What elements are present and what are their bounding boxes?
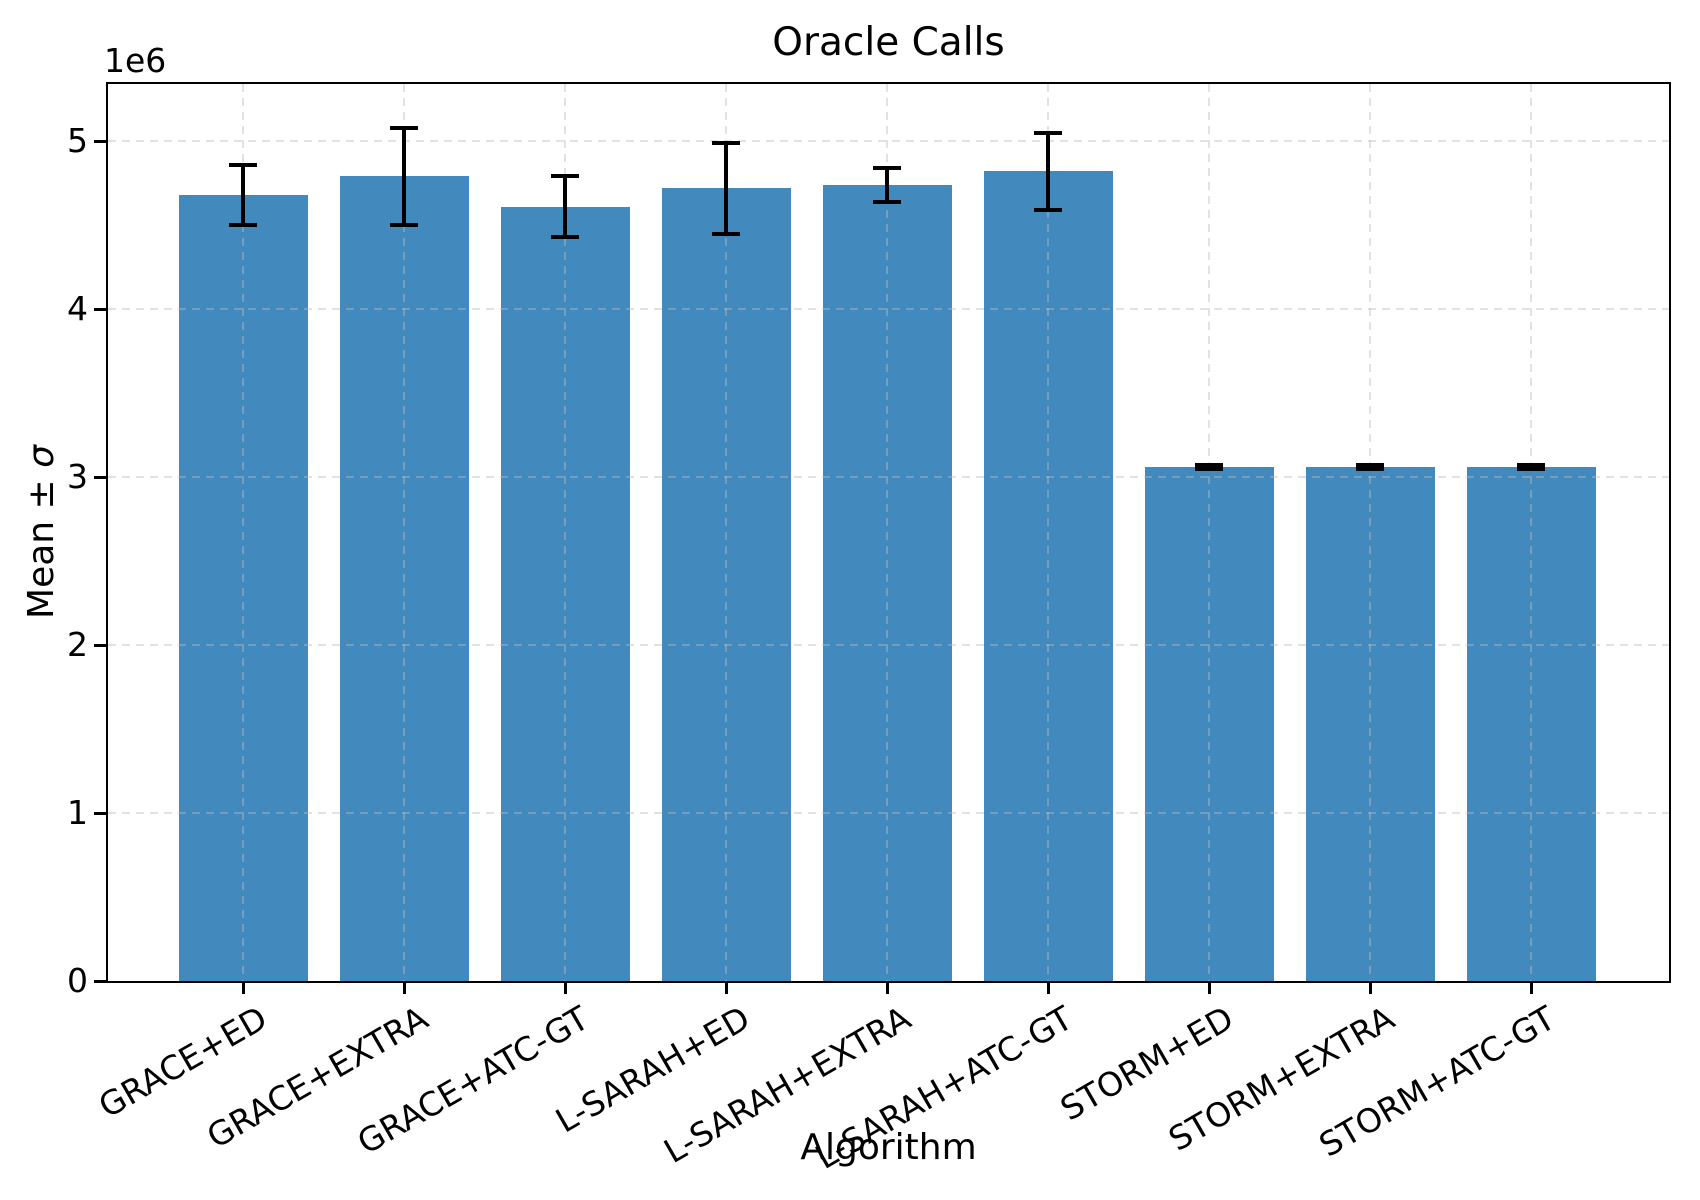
error-bar-cap-top-GRACE+ATC-GT xyxy=(551,174,579,178)
gridline-horizontal-2 xyxy=(108,644,1669,646)
error-bar-cap-top-STORM+EXTRA xyxy=(1356,463,1384,467)
gridline-vertical-7 xyxy=(1369,84,1371,981)
x-tick-mark-GRACE+ATC-GT xyxy=(564,983,567,994)
bar-L-SARAH+ED xyxy=(662,188,791,981)
x-tick-mark-GRACE+ED xyxy=(242,983,245,994)
gridline-vertical-6 xyxy=(1208,84,1210,981)
error-bar-cap-bottom-L-SARAH+ED xyxy=(712,232,740,236)
y-tick-mark-5 xyxy=(94,140,106,143)
error-bar-cap-top-STORM+ED xyxy=(1195,463,1223,467)
error-bar-cap-bottom-STORM+EXTRA xyxy=(1356,467,1384,471)
y-tick-mark-1 xyxy=(94,812,106,815)
bar-STORM+EXTRA xyxy=(1306,467,1435,981)
error-bar-cap-top-L-SARAH+ED xyxy=(712,141,740,145)
y-tick-label-4: 4 xyxy=(67,289,88,328)
error-bar-cap-top-STORM+ATC-GT xyxy=(1517,463,1545,467)
x-axis-label: Algorithm xyxy=(800,1127,977,1168)
error-bar-line-GRACE+EXTRA xyxy=(402,128,406,225)
error-bar-cap-bottom-GRACE+EXTRA xyxy=(390,223,418,227)
error-bar-cap-bottom-STORM+ATC-GT xyxy=(1517,467,1545,471)
gridline-vertical-2 xyxy=(564,84,566,981)
y-axis-offset-label: 1e6 xyxy=(104,41,167,80)
x-tick-mark-STORM+EXTRA xyxy=(1369,983,1372,994)
y-tick-label-3: 3 xyxy=(67,457,88,496)
gridline-horizontal-4 xyxy=(108,308,1669,310)
error-bar-cap-bottom-L-SARAH+EXTRA xyxy=(873,200,901,204)
error-bar-cap-bottom-STORM+ED xyxy=(1195,467,1223,471)
plot-area xyxy=(106,82,1671,983)
x-tick-mark-L-SARAH+ED xyxy=(725,983,728,994)
bar-STORM+ATC-GT xyxy=(1467,467,1596,981)
error-bar-cap-top-L-SARAH+EXTRA xyxy=(873,166,901,170)
bar-L-SARAH+EXTRA xyxy=(823,185,952,981)
y-tick-label-2: 2 xyxy=(67,625,88,664)
error-bar-line-L-SARAH+EXTRA xyxy=(885,168,889,202)
gridline-horizontal-5 xyxy=(108,140,1669,142)
error-bar-cap-top-L-SARAH+ATC-GT xyxy=(1034,131,1062,135)
gridline-horizontal-1 xyxy=(108,812,1669,814)
y-tick-label-0: 0 xyxy=(67,961,88,1000)
gridline-vertical-5 xyxy=(1047,84,1049,981)
gridline-vertical-4 xyxy=(886,84,888,981)
x-tick-mark-STORM+ATC-GT xyxy=(1530,983,1533,994)
y-tick-label-1: 1 xyxy=(67,793,88,832)
x-tick-mark-L-SARAH+ATC-GT xyxy=(1047,983,1050,994)
x-tick-mark-L-SARAH+EXTRA xyxy=(886,983,889,994)
y-tick-mark-2 xyxy=(94,644,106,647)
gridline-vertical-0 xyxy=(242,84,244,981)
y-tick-mark-4 xyxy=(94,308,106,311)
error-bar-cap-bottom-L-SARAH+ATC-GT xyxy=(1034,208,1062,212)
gridline-vertical-8 xyxy=(1530,84,1532,981)
error-bar-line-L-SARAH+ATC-GT xyxy=(1046,133,1050,210)
gridline-horizontal-3 xyxy=(108,476,1669,478)
x-tick-mark-GRACE+EXTRA xyxy=(403,983,406,994)
x-tick-mark-STORM+ED xyxy=(1208,983,1211,994)
y-tick-mark-3 xyxy=(94,476,106,479)
error-bar-cap-top-GRACE+ED xyxy=(229,163,257,167)
y-tick-label-5: 5 xyxy=(67,121,88,160)
bar-GRACE+EXTRA xyxy=(340,176,469,981)
bar-GRACE+ATC-GT xyxy=(501,207,630,981)
bar-GRACE+ED xyxy=(179,195,308,981)
gridline-vertical-3 xyxy=(725,84,727,981)
bar-L-SARAH+ATC-GT xyxy=(984,171,1113,981)
error-bar-cap-top-GRACE+EXTRA xyxy=(390,126,418,130)
error-bar-cap-bottom-GRACE+ATC-GT xyxy=(551,235,579,239)
gridline-vertical-1 xyxy=(403,84,405,981)
error-bar-cap-bottom-GRACE+ED xyxy=(229,223,257,227)
error-bar-line-L-SARAH+ED xyxy=(724,143,728,234)
bar-STORM+ED xyxy=(1145,467,1274,981)
error-bar-line-GRACE+ATC-GT xyxy=(563,176,567,236)
error-bar-line-GRACE+ED xyxy=(241,165,245,225)
y-tick-mark-0 xyxy=(94,980,106,983)
chart-title: Oracle Calls xyxy=(772,20,1005,65)
